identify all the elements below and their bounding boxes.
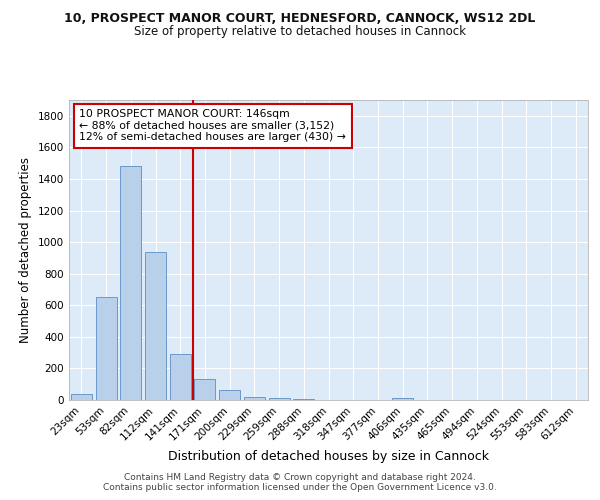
Text: 10, PROSPECT MANOR COURT, HEDNESFORD, CANNOCK, WS12 2DL: 10, PROSPECT MANOR COURT, HEDNESFORD, CA…: [64, 12, 536, 26]
Bar: [293, 399, 314, 400]
Bar: [244, 396, 265, 400]
Text: Contains HM Land Registry data © Crown copyright and database right 2024.
Contai: Contains HM Land Registry data © Crown c…: [103, 473, 497, 492]
Bar: [120, 166, 141, 400]
Bar: [145, 252, 166, 400]
Bar: [95, 298, 116, 400]
X-axis label: Distribution of detached houses by size in Cannock: Distribution of detached houses by size …: [168, 450, 489, 463]
Bar: [170, 354, 191, 400]
Bar: [392, 398, 413, 400]
Bar: [71, 394, 92, 400]
Bar: [219, 390, 240, 400]
Y-axis label: Number of detached properties: Number of detached properties: [19, 157, 32, 343]
Text: Size of property relative to detached houses in Cannock: Size of property relative to detached ho…: [134, 25, 466, 38]
Text: 10 PROSPECT MANOR COURT: 146sqm
← 88% of detached houses are smaller (3,152)
12%: 10 PROSPECT MANOR COURT: 146sqm ← 88% of…: [79, 109, 346, 142]
Bar: [269, 398, 290, 400]
Bar: [194, 380, 215, 400]
